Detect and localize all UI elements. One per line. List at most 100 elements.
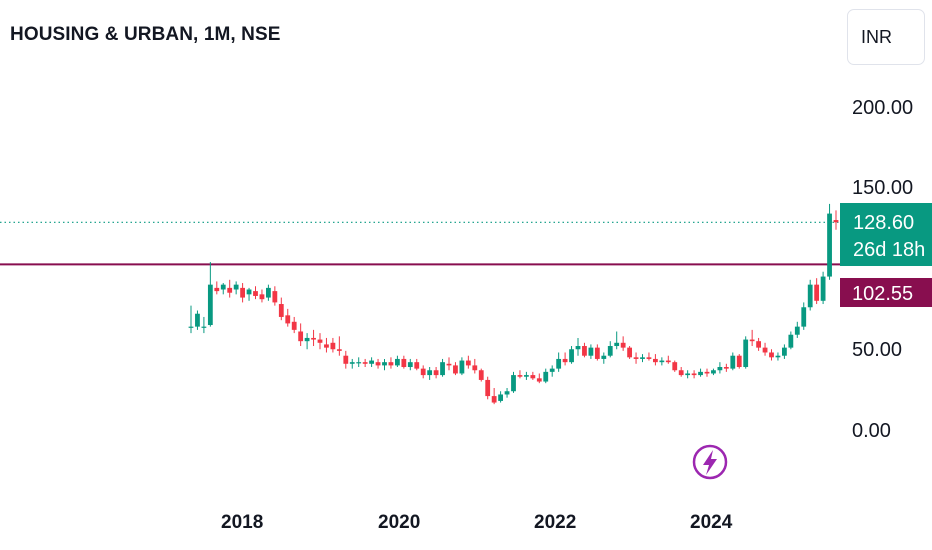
candle-body <box>472 365 478 371</box>
candle-body <box>362 362 368 364</box>
candle <box>382 358 387 371</box>
candle-body <box>188 326 194 328</box>
candle-body <box>214 287 220 292</box>
candle-body <box>291 321 297 330</box>
candle-body <box>633 357 639 359</box>
candle-body <box>524 375 529 377</box>
candle <box>317 333 323 350</box>
candle-body <box>201 326 207 328</box>
candle-body <box>485 379 491 397</box>
candle-body <box>253 291 258 296</box>
candle <box>665 355 671 364</box>
candle <box>814 278 820 305</box>
candle <box>362 358 368 368</box>
candle <box>407 358 413 371</box>
candle <box>569 346 574 364</box>
x-tick-label: 2018 <box>221 512 263 533</box>
candle <box>736 354 742 369</box>
candle-body <box>672 362 678 371</box>
candle-body <box>227 287 233 293</box>
candle <box>511 371 516 393</box>
candle-body <box>543 371 549 382</box>
y-tick-label: 50.00 <box>852 339 902 361</box>
candle-body <box>195 313 200 327</box>
candle <box>324 337 329 353</box>
candle <box>188 305 194 334</box>
candle <box>285 308 291 327</box>
candle <box>375 358 381 369</box>
candle <box>453 362 458 376</box>
candle-body <box>749 339 755 342</box>
candle-body <box>665 360 671 363</box>
candle <box>556 352 562 372</box>
candle <box>524 371 529 380</box>
candle-body <box>446 363 452 366</box>
candle <box>440 358 445 377</box>
candle-body <box>827 213 832 277</box>
candle-body <box>511 375 516 392</box>
y-tick-label: 0.00 <box>852 420 891 442</box>
candle-body <box>607 346 613 356</box>
candle-body <box>678 370 684 376</box>
candle-body <box>820 276 826 301</box>
candle-body <box>536 378 542 382</box>
candle-body <box>298 331 304 342</box>
candles <box>188 203 839 405</box>
candle-body <box>349 362 355 364</box>
candle-body <box>762 347 768 353</box>
candle-body <box>427 370 433 376</box>
candle <box>240 283 245 303</box>
candle <box>640 354 645 363</box>
candle-body <box>704 371 710 374</box>
candle <box>253 286 258 300</box>
candle <box>304 333 310 350</box>
candle-body <box>833 220 839 223</box>
candle <box>220 283 226 295</box>
candle <box>575 337 581 356</box>
candle-body <box>343 355 349 364</box>
candle-body <box>775 355 781 358</box>
candle <box>749 329 755 347</box>
candle <box>601 352 607 364</box>
candle-body <box>453 365 458 374</box>
candle <box>498 391 503 403</box>
candle <box>788 331 794 350</box>
currency-selector[interactable]: INR <box>847 9 925 65</box>
candle <box>582 342 587 358</box>
candle <box>201 316 207 334</box>
candle-body <box>491 396 497 403</box>
candle <box>233 281 239 295</box>
candle-body <box>356 362 362 364</box>
candle <box>246 287 252 301</box>
candle <box>349 358 355 369</box>
candle-body <box>730 355 736 369</box>
candle <box>427 367 433 380</box>
candle <box>195 310 200 330</box>
x-tick-label: 2022 <box>534 512 576 533</box>
candle-body <box>459 360 465 374</box>
candle-body <box>769 352 774 358</box>
candle <box>594 344 600 361</box>
candle <box>485 376 491 400</box>
candle-body <box>788 334 794 348</box>
x-tick-label: 2020 <box>378 512 420 533</box>
candle-body <box>240 287 245 298</box>
candle-body <box>504 391 510 395</box>
candle-body <box>207 284 213 326</box>
candle-body <box>517 375 523 377</box>
candle-body <box>698 371 703 376</box>
candle <box>272 286 278 306</box>
candle-body <box>420 368 426 376</box>
candle <box>833 210 839 230</box>
candle <box>543 368 549 384</box>
candle <box>446 357 452 371</box>
candle <box>343 350 349 369</box>
candle <box>459 357 465 376</box>
lightning-icon[interactable] <box>692 444 728 480</box>
candle <box>807 279 813 311</box>
candle <box>794 321 800 338</box>
candle <box>259 289 265 303</box>
candle-body <box>304 337 310 342</box>
candle-body <box>478 370 484 380</box>
